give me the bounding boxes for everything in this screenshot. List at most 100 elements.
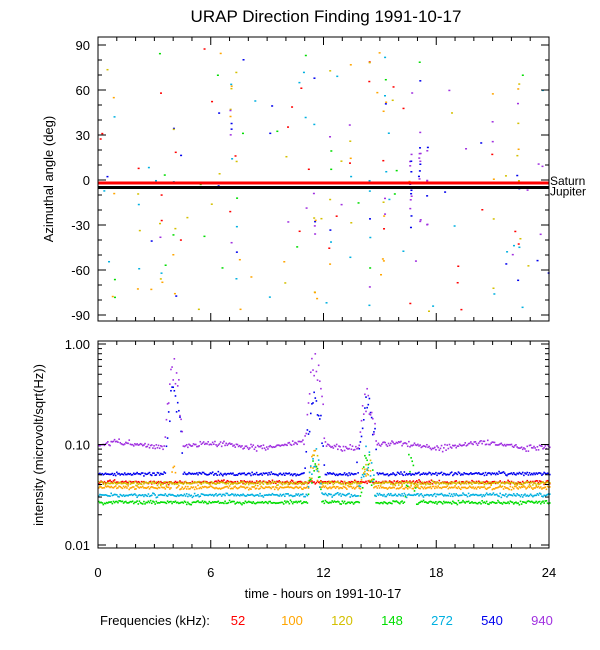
direction-point bbox=[349, 140, 352, 142]
intensity-point bbox=[119, 481, 122, 484]
direction-point bbox=[173, 292, 176, 295]
intensity-point bbox=[149, 486, 152, 489]
intensity-point bbox=[208, 493, 211, 496]
intensity-point bbox=[269, 494, 271, 496]
intensity-point bbox=[213, 487, 215, 489]
intensity-point bbox=[149, 494, 152, 497]
intensity-point bbox=[526, 445, 529, 448]
direction-point bbox=[313, 225, 316, 227]
intensity-point bbox=[252, 473, 255, 476]
intensity-point bbox=[453, 445, 455, 447]
intensity-point bbox=[316, 470, 319, 472]
intensity-point bbox=[108, 480, 110, 482]
intensity-point bbox=[198, 501, 200, 504]
intensity-point bbox=[112, 482, 115, 485]
intensity-point bbox=[312, 454, 314, 456]
intensity-point bbox=[210, 443, 213, 446]
intensity-point bbox=[316, 467, 319, 470]
legend-item-52: 52 bbox=[231, 613, 245, 628]
intensity-point bbox=[136, 485, 138, 487]
intensity-point bbox=[447, 473, 450, 476]
intensity-point bbox=[432, 447, 435, 450]
intensity-point bbox=[401, 444, 403, 447]
intensity-point bbox=[236, 443, 239, 446]
intensity-point bbox=[153, 480, 155, 483]
direction-point bbox=[186, 216, 189, 219]
intensity-point bbox=[343, 472, 346, 474]
intensity-point bbox=[101, 502, 103, 504]
intensity-point bbox=[284, 495, 286, 498]
intensity-point bbox=[136, 500, 138, 502]
direction-point bbox=[325, 302, 328, 304]
intensity-point bbox=[523, 494, 525, 497]
intensity-point bbox=[207, 502, 209, 505]
intensity-point bbox=[497, 499, 499, 502]
intensity-point bbox=[365, 396, 367, 398]
intensity-point bbox=[498, 470, 500, 473]
intensity-point bbox=[430, 500, 433, 503]
intensity-point bbox=[123, 443, 126, 445]
intensity-point bbox=[238, 486, 241, 489]
direction-point bbox=[316, 297, 319, 300]
intensity-point bbox=[223, 440, 225, 443]
intensity-point bbox=[496, 502, 498, 504]
intensity-point bbox=[519, 447, 522, 449]
intensity-point bbox=[188, 502, 190, 505]
intensity-point bbox=[122, 502, 125, 504]
intensity-point bbox=[510, 472, 513, 474]
intensity-point bbox=[395, 482, 398, 484]
direction-point bbox=[382, 260, 385, 262]
intensity-point bbox=[369, 411, 372, 414]
intensity-point bbox=[475, 488, 478, 490]
intensity-point bbox=[436, 474, 438, 477]
intensity-point bbox=[515, 501, 517, 504]
intensity-point bbox=[400, 471, 402, 473]
intensity-point bbox=[493, 481, 496, 484]
intensity-point bbox=[255, 502, 258, 504]
intensity-point bbox=[260, 445, 262, 447]
intensity-point bbox=[474, 493, 477, 496]
intensity-point bbox=[418, 481, 420, 484]
intensity-point bbox=[182, 445, 185, 447]
intensity-point bbox=[267, 474, 269, 476]
intensity-point bbox=[131, 494, 134, 497]
intensity-point bbox=[397, 502, 400, 504]
intensity-point bbox=[461, 444, 463, 447]
direction-point bbox=[216, 74, 219, 77]
intensity-xtick-label: 24 bbox=[542, 565, 556, 580]
intensity-point bbox=[289, 499, 292, 502]
intensity-point bbox=[264, 449, 267, 451]
intensity-point bbox=[502, 494, 505, 496]
intensity-point bbox=[449, 495, 452, 497]
intensity-point bbox=[537, 494, 540, 496]
intensity-point bbox=[365, 463, 367, 466]
intensity-point bbox=[541, 501, 543, 503]
direction-point bbox=[388, 198, 391, 201]
intensity-point bbox=[432, 472, 435, 475]
intensity-point bbox=[237, 481, 240, 484]
intensity-point bbox=[444, 501, 446, 504]
intensity-point bbox=[483, 440, 486, 443]
intensity-point bbox=[483, 495, 486, 497]
intensity-point bbox=[507, 494, 509, 497]
intensity-point bbox=[468, 495, 471, 497]
intensity-point bbox=[247, 448, 250, 451]
intensity-point bbox=[446, 473, 448, 476]
intensity-point bbox=[405, 484, 408, 487]
direction-point bbox=[518, 83, 521, 85]
intensity-point bbox=[146, 445, 149, 448]
intensity-point bbox=[446, 494, 448, 497]
intensity-point bbox=[525, 495, 527, 497]
direction-point bbox=[426, 146, 429, 149]
intensity-point bbox=[286, 481, 288, 484]
intensity-point bbox=[261, 494, 264, 497]
intensity-point bbox=[433, 482, 436, 484]
intensity-point bbox=[351, 473, 354, 475]
intensity-point bbox=[485, 480, 488, 482]
intensity-point bbox=[436, 481, 438, 483]
intensity-point bbox=[422, 487, 425, 490]
intensity-point bbox=[123, 481, 126, 483]
intensity-point bbox=[365, 457, 367, 459]
intensity-point bbox=[108, 473, 110, 476]
